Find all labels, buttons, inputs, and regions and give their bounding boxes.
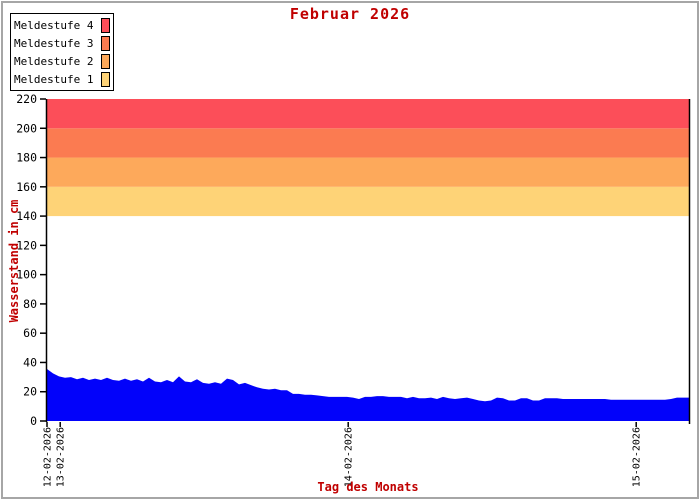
legend-item: Meldestufe 1 [14, 71, 110, 87]
legend-item-label: Meldestufe 3 [14, 36, 94, 50]
y-tick-label: 160 [16, 180, 37, 194]
legend: Meldestufe 4 Meldestufe 3 Meldestufe 2 M… [10, 13, 114, 91]
x-tick-label: 13-02-2026 [56, 427, 67, 487]
y-tick-label: 140 [16, 209, 37, 223]
x-axis-title: Tag des Monats [317, 480, 419, 494]
water-level-area-series [47, 369, 689, 421]
y-axis-title: Wasserstand in cm [7, 199, 21, 323]
chart-title: Februar 2026 [289, 5, 411, 23]
x-tick-label: 12-02-2026 [43, 427, 54, 487]
alert-band-meldestufe-1 [47, 186, 689, 217]
legend-swatch-meldestufe-1 [101, 71, 110, 87]
x-tick-label: 15-02-2026 [632, 427, 643, 487]
y-tick-label: 0 [30, 414, 37, 428]
legend-item-label: Meldestufe 4 [14, 18, 94, 32]
y-tick-label: 20 [23, 385, 37, 399]
legend-swatch-meldestufe-2 [101, 53, 110, 69]
x-tick-label: 14-02-2026 [344, 427, 355, 487]
y-tick-label: 80 [23, 297, 37, 311]
alert-band-meldestufe-3 [47, 128, 689, 158]
legend-item: Meldestufe 2 [14, 53, 110, 69]
y-tick-label: 40 [23, 355, 37, 369]
legend-item-label: Meldestufe 2 [14, 54, 94, 68]
legend-item: Meldestufe 3 [14, 35, 110, 51]
legend-item-label: Meldestufe 1 [14, 72, 94, 86]
alert-band-meldestufe-4 [47, 99, 689, 129]
y-tick-label: 200 [16, 121, 37, 135]
legend-item: Meldestufe 4 [14, 17, 110, 33]
y-tick-label: 120 [16, 238, 37, 252]
legend-swatch-meldestufe-4 [101, 17, 110, 33]
y-tick-label: 60 [23, 326, 37, 340]
alert-band-meldestufe-2 [47, 157, 689, 187]
y-tick-label: 100 [16, 268, 37, 282]
y-tick-label: 180 [16, 151, 37, 165]
legend-swatch-meldestufe-3 [101, 35, 110, 51]
y-tick-label: 220 [16, 92, 37, 106]
